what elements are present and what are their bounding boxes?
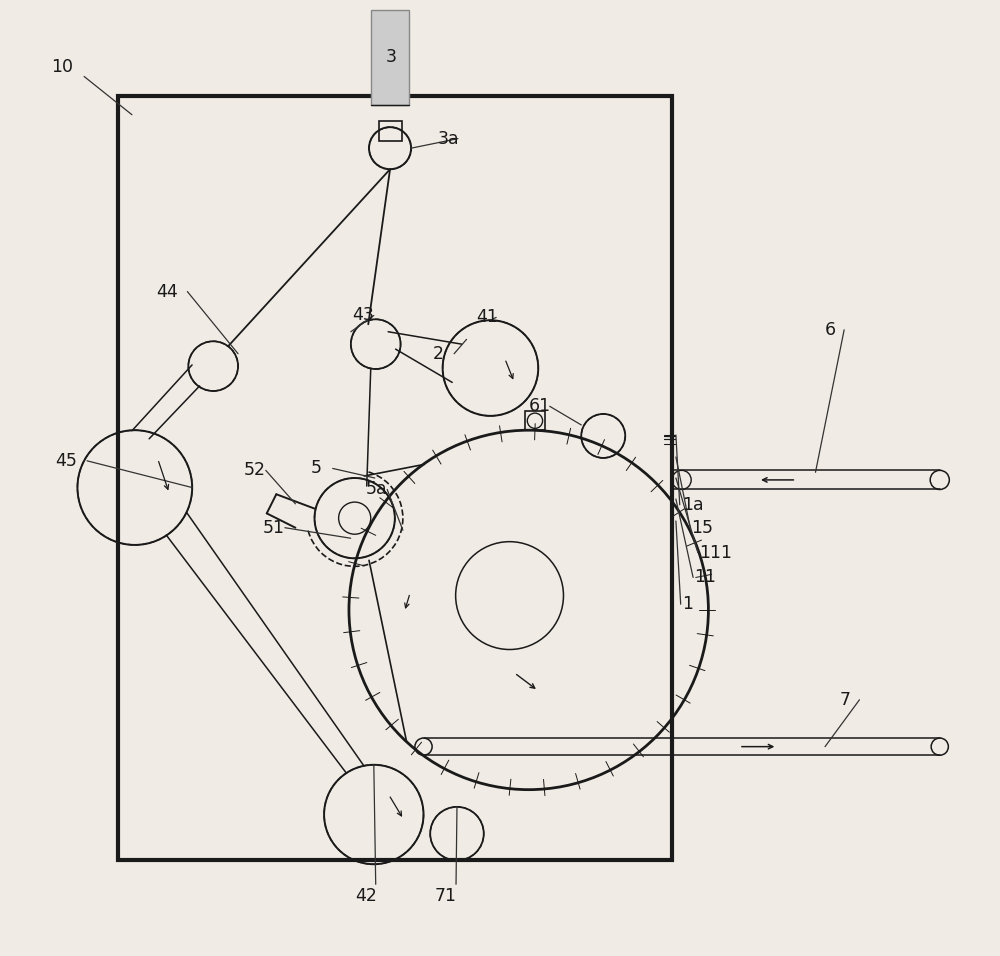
Text: 5a: 5a [366,481,388,498]
Text: 1a: 1a [682,496,703,513]
Text: 1: 1 [682,596,693,613]
Bar [118,96,672,860]
Text: 11: 11 [694,569,716,586]
Text: 44: 44 [156,283,178,300]
Text: 51: 51 [263,519,285,536]
Text: 43: 43 [352,307,374,324]
Text: 6: 6 [825,321,836,338]
Text: 42: 42 [355,887,377,904]
Text: 71: 71 [435,887,457,904]
Text: 2: 2 [433,345,444,362]
Bar [525,411,545,430]
Text: 61: 61 [529,398,551,415]
Text: 111: 111 [699,544,732,561]
Text: 3a: 3a [438,130,459,147]
Text: 5: 5 [311,460,322,477]
Text: 45: 45 [55,452,77,469]
Text: 10: 10 [51,58,73,76]
Text: 3: 3 [385,49,396,66]
Text: 15: 15 [691,519,713,536]
Text: 41: 41 [476,309,498,326]
Text: 52: 52 [244,462,266,479]
Text: 7: 7 [839,691,850,708]
Bar [379,121,402,141]
Bar [371,10,409,105]
